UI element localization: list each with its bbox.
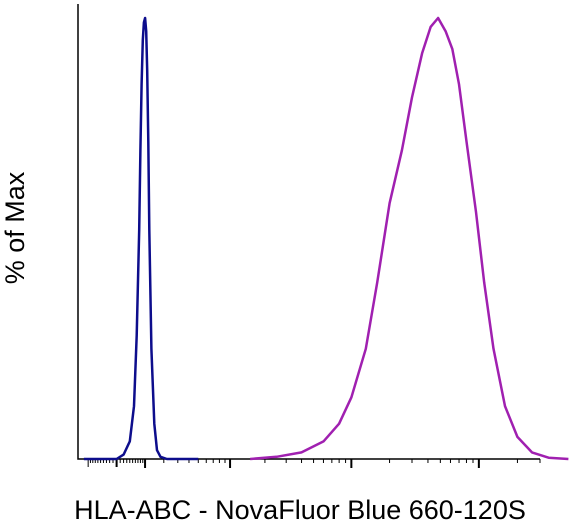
x-axis-ticks bbox=[87, 459, 541, 468]
series-layer bbox=[83, 16, 569, 461]
axis-lines bbox=[77, 4, 540, 460]
x-axis-label: HLA-ABC - NovaFluor Blue 660-120S bbox=[74, 495, 526, 525]
series-line-2 bbox=[250, 16, 569, 461]
plot-area bbox=[77, 4, 540, 460]
y-axis-label: % of Max bbox=[0, 171, 30, 284]
series-line-1 bbox=[83, 16, 199, 461]
